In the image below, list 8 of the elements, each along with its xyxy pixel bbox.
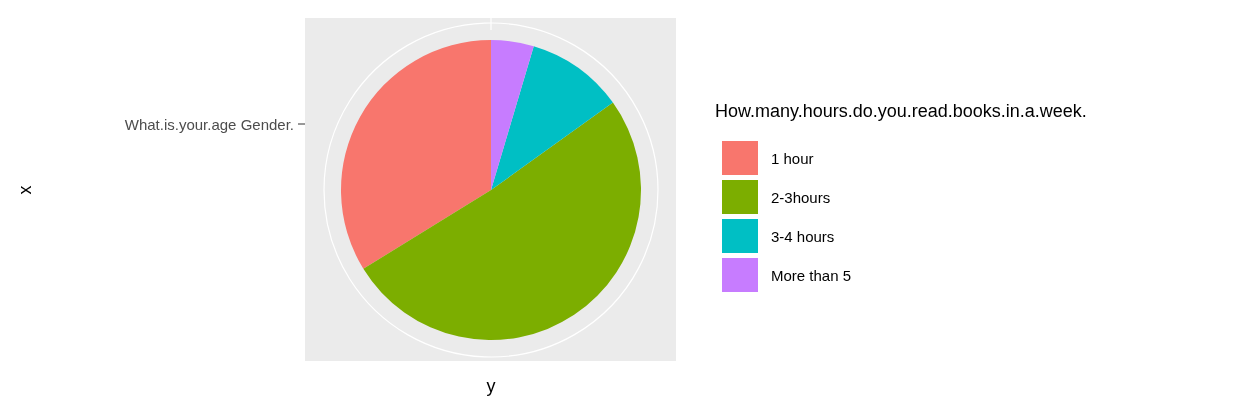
legend-label: 1 hour [771,149,814,167]
legend-title: How.many.hours.do.you.read.books.in.a.week. [715,101,1087,121]
text: x [15,185,35,195]
legend-label: 3-4 hours [771,227,835,245]
text: What.is.your.age Gender. [124,115,294,133]
legend-label: More than 5 [771,266,852,284]
legend-label: 2-3hours [771,188,831,206]
text: y [486,376,496,396]
